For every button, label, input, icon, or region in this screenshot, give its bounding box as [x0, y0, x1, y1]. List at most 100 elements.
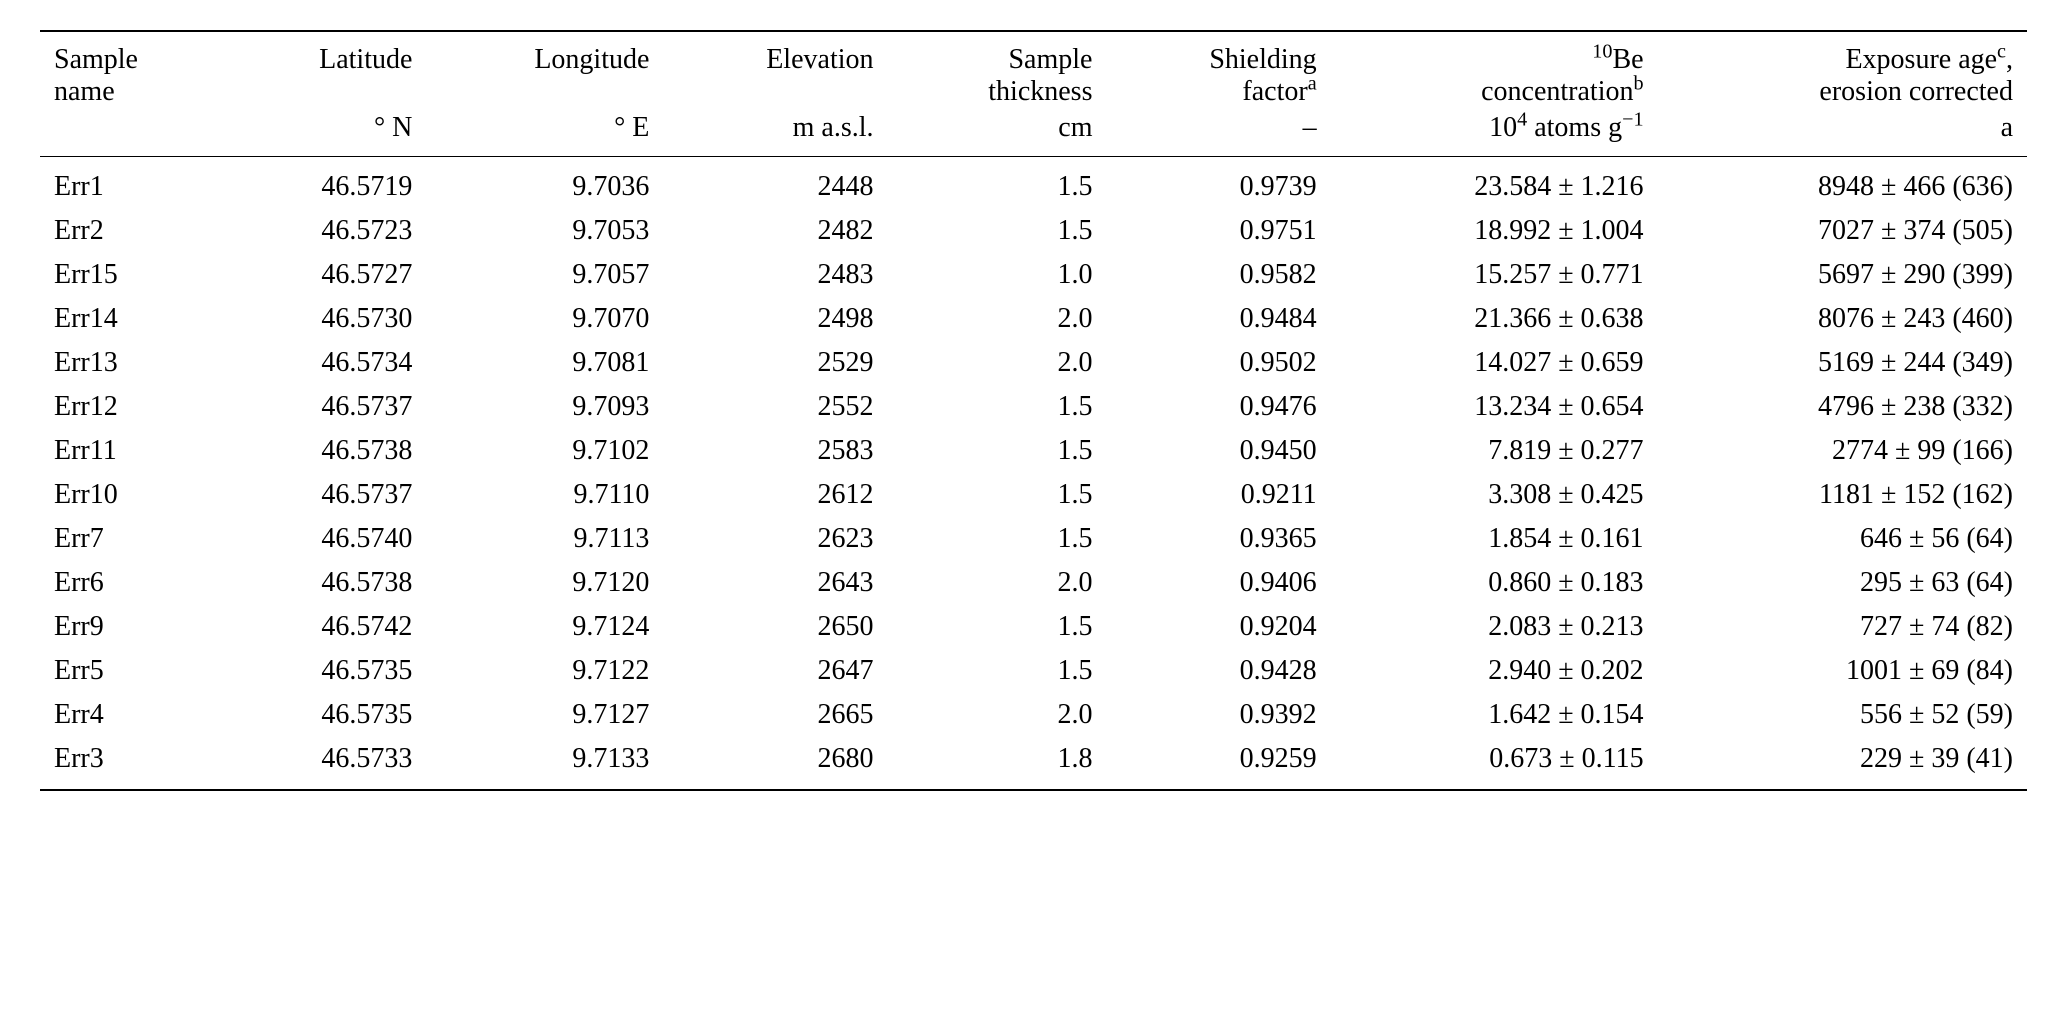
cell-elev: 2529 [663, 341, 887, 385]
cell-thick: 1.5 [888, 649, 1107, 693]
cell-lat: 46.5737 [226, 385, 427, 429]
table-body: Err146.57199.703624481.50.973923.584 ± 1… [40, 157, 2027, 791]
cell-be10: 18.992 ± 1.004 [1331, 209, 1658, 253]
table-row: Err246.57239.705324821.50.975118.992 ± 1… [40, 209, 2027, 253]
col-header-elev: Elevation [663, 31, 887, 108]
col-unit-age: a [1658, 108, 2027, 157]
cell-be10: 21.366 ± 0.638 [1331, 297, 1658, 341]
cell-lat: 46.5727 [226, 253, 427, 297]
cell-elev: 2680 [663, 737, 887, 790]
cell-elev: 2650 [663, 605, 887, 649]
cell-thick: 1.5 [888, 473, 1107, 517]
col-unit-lat: ° N [226, 108, 427, 157]
table-row: Err1446.57309.707024982.00.948421.366 ± … [40, 297, 2027, 341]
cell-shield: 0.9428 [1106, 649, 1330, 693]
cell-lon: 9.7124 [426, 605, 663, 649]
table-row: Err1346.57349.708125292.00.950214.027 ± … [40, 341, 2027, 385]
col-header-lon: Longitude [426, 31, 663, 108]
cell-lon: 9.7133 [426, 737, 663, 790]
cell-be10: 3.308 ± 0.425 [1331, 473, 1658, 517]
cell-sample: Err15 [40, 253, 226, 297]
cell-lat: 46.5735 [226, 649, 427, 693]
cell-thick: 1.8 [888, 737, 1107, 790]
cell-elev: 2498 [663, 297, 887, 341]
cell-lat: 46.5735 [226, 693, 427, 737]
cell-shield: 0.9211 [1106, 473, 1330, 517]
cell-sample: Err7 [40, 517, 226, 561]
cell-elev: 2623 [663, 517, 887, 561]
cell-age: 1181 ± 152 (162) [1658, 473, 2027, 517]
cell-shield: 0.9502 [1106, 341, 1330, 385]
cell-shield: 0.9484 [1106, 297, 1330, 341]
cell-thick: 1.5 [888, 209, 1107, 253]
cell-sample: Err12 [40, 385, 226, 429]
cell-shield: 0.9476 [1106, 385, 1330, 429]
cell-be10: 0.673 ± 0.115 [1331, 737, 1658, 790]
cell-thick: 1.5 [888, 157, 1107, 210]
table-row: Err1046.57379.711026121.50.92113.308 ± 0… [40, 473, 2027, 517]
cell-be10: 2.940 ± 0.202 [1331, 649, 1658, 693]
cell-elev: 2647 [663, 649, 887, 693]
cell-lat: 46.5723 [226, 209, 427, 253]
col-header-be10: 10Beconcentrationb [1331, 31, 1658, 108]
cell-thick: 2.0 [888, 341, 1107, 385]
cell-thick: 2.0 [888, 561, 1107, 605]
cell-sample: Err10 [40, 473, 226, 517]
cell-lon: 9.7053 [426, 209, 663, 253]
cell-age: 5169 ± 244 (349) [1658, 341, 2027, 385]
header-row-1: SamplenameLatitudeLongitudeElevationSamp… [40, 31, 2027, 108]
col-unit-thick: cm [888, 108, 1107, 157]
cell-sample: Err3 [40, 737, 226, 790]
col-unit-lon: ° E [426, 108, 663, 157]
cell-elev: 2583 [663, 429, 887, 473]
cell-shield: 0.9365 [1106, 517, 1330, 561]
cell-lon: 9.7102 [426, 429, 663, 473]
table-row: Err146.57199.703624481.50.973923.584 ± 1… [40, 157, 2027, 210]
cell-age: 556 ± 52 (59) [1658, 693, 2027, 737]
cell-lon: 9.7057 [426, 253, 663, 297]
cell-lat: 46.5733 [226, 737, 427, 790]
cell-be10: 1.854 ± 0.161 [1331, 517, 1658, 561]
cell-lon: 9.7110 [426, 473, 663, 517]
cell-sample: Err14 [40, 297, 226, 341]
col-header-lat: Latitude [226, 31, 427, 108]
cell-shield: 0.9739 [1106, 157, 1330, 210]
cell-sample: Err1 [40, 157, 226, 210]
cell-shield: 0.9392 [1106, 693, 1330, 737]
cell-age: 295 ± 63 (64) [1658, 561, 2027, 605]
table-header: SamplenameLatitudeLongitudeElevationSamp… [40, 31, 2027, 157]
col-header-thick: Samplethickness [888, 31, 1107, 108]
cell-be10: 1.642 ± 0.154 [1331, 693, 1658, 737]
col-header-age: Exposure agec,erosion corrected [1658, 31, 2027, 108]
cell-elev: 2665 [663, 693, 887, 737]
table-row: Err646.57389.712026432.00.94060.860 ± 0.… [40, 561, 2027, 605]
header-row-2: ° N° Em a.s.l.cm–104 atoms g−1a [40, 108, 2027, 157]
cell-lon: 9.7081 [426, 341, 663, 385]
cell-lat: 46.5734 [226, 341, 427, 385]
cell-lon: 9.7127 [426, 693, 663, 737]
data-table: SamplenameLatitudeLongitudeElevationSamp… [40, 30, 2027, 791]
col-unit-shield: – [1106, 108, 1330, 157]
cell-shield: 0.9582 [1106, 253, 1330, 297]
cell-thick: 1.5 [888, 605, 1107, 649]
cell-age: 727 ± 74 (82) [1658, 605, 2027, 649]
cell-elev: 2448 [663, 157, 887, 210]
cell-age: 8076 ± 243 (460) [1658, 297, 2027, 341]
cell-thick: 1.5 [888, 385, 1107, 429]
cell-elev: 2483 [663, 253, 887, 297]
cell-thick: 1.5 [888, 429, 1107, 473]
cell-sample: Err11 [40, 429, 226, 473]
table-row: Err546.57359.712226471.50.94282.940 ± 0.… [40, 649, 2027, 693]
table-row: Err446.57359.712726652.00.93921.642 ± 0.… [40, 693, 2027, 737]
cell-lat: 46.5719 [226, 157, 427, 210]
cell-age: 7027 ± 374 (505) [1658, 209, 2027, 253]
cell-sample: Err4 [40, 693, 226, 737]
cell-be10: 13.234 ± 0.654 [1331, 385, 1658, 429]
cell-lat: 46.5738 [226, 561, 427, 605]
table-row: Err746.57409.711326231.50.93651.854 ± 0.… [40, 517, 2027, 561]
cell-lat: 46.5730 [226, 297, 427, 341]
table-row: Err1246.57379.709325521.50.947613.234 ± … [40, 385, 2027, 429]
cell-sample: Err5 [40, 649, 226, 693]
cell-lon: 9.7122 [426, 649, 663, 693]
cell-age: 1001 ± 69 (84) [1658, 649, 2027, 693]
